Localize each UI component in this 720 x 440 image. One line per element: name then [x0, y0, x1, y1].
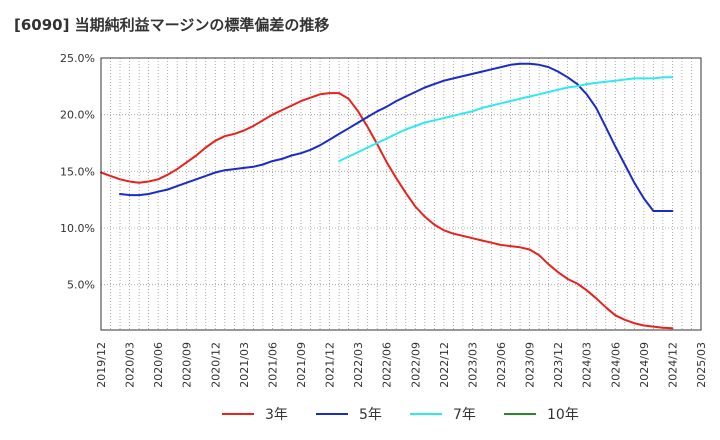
x-tick-label: 2024/03	[581, 342, 594, 388]
x-tick-label: 2024/06	[609, 342, 622, 388]
legend-item: 5年	[316, 407, 382, 423]
x-tick-label: 2021/03	[238, 342, 251, 388]
y-tick-label: 15.0%	[60, 165, 95, 178]
legend-label: 5年	[359, 407, 382, 423]
x-tick-label: 2023/09	[524, 342, 537, 388]
y-axis: 5.0% 10.0% 15.0% 20.0% 25.0%	[60, 52, 95, 292]
legend-label: 3年	[265, 407, 288, 423]
chart-title: [6090] 当期純利益マージンの標準偏差の推移	[14, 16, 330, 34]
legend-item: 7年	[410, 407, 476, 423]
series-lines	[100, 62, 674, 330]
legend-item: 10年	[504, 407, 579, 423]
y-tick-label: 20.0%	[60, 109, 95, 122]
series-line-5年	[119, 62, 674, 212]
x-tick-label: 2022/06	[381, 342, 394, 388]
legend-label: 7年	[453, 407, 476, 423]
x-tick-label: 2024/12	[666, 342, 679, 388]
series-line-3年	[100, 92, 674, 330]
legend-label: 10年	[547, 407, 579, 423]
x-tick-label: 2022/03	[352, 342, 365, 388]
x-tick-label: 2019/12	[95, 342, 108, 388]
y-tick-label: 10.0%	[60, 222, 95, 235]
x-tick-label: 2021/06	[266, 342, 279, 388]
y-tick-label: 5.0%	[67, 279, 95, 292]
x-tick-label: 2021/09	[295, 342, 308, 388]
grid-lines	[101, 57, 701, 330]
x-tick-label: 2020/06	[152, 342, 165, 388]
x-tick-label: 2020/09	[181, 342, 194, 388]
x-tick-label: 2020/03	[124, 342, 137, 388]
y-tick-label: 25.0%	[60, 52, 95, 65]
x-tick-label: 2023/03	[466, 342, 479, 388]
series-line-7年	[338, 76, 674, 163]
x-tick-label: 2021/12	[324, 342, 337, 388]
x-axis: 2019/12 2020/03 2020/06 2020/09 2020/12 2021/…	[95, 342, 708, 388]
legend: 3年 5年 7年 10年	[222, 407, 579, 423]
x-tick-label: 2022/12	[438, 342, 451, 388]
plot-frame	[100, 57, 702, 331]
legend-item: 3年	[222, 407, 288, 423]
x-tick-label: 2022/09	[409, 342, 422, 388]
x-tick-label: 2023/06	[495, 342, 508, 388]
x-tick-label: 2020/12	[209, 342, 222, 388]
x-tick-label: 2023/12	[552, 342, 565, 388]
x-tick-label: 2025/03	[695, 342, 708, 388]
x-tick-label: 2024/09	[638, 342, 651, 388]
